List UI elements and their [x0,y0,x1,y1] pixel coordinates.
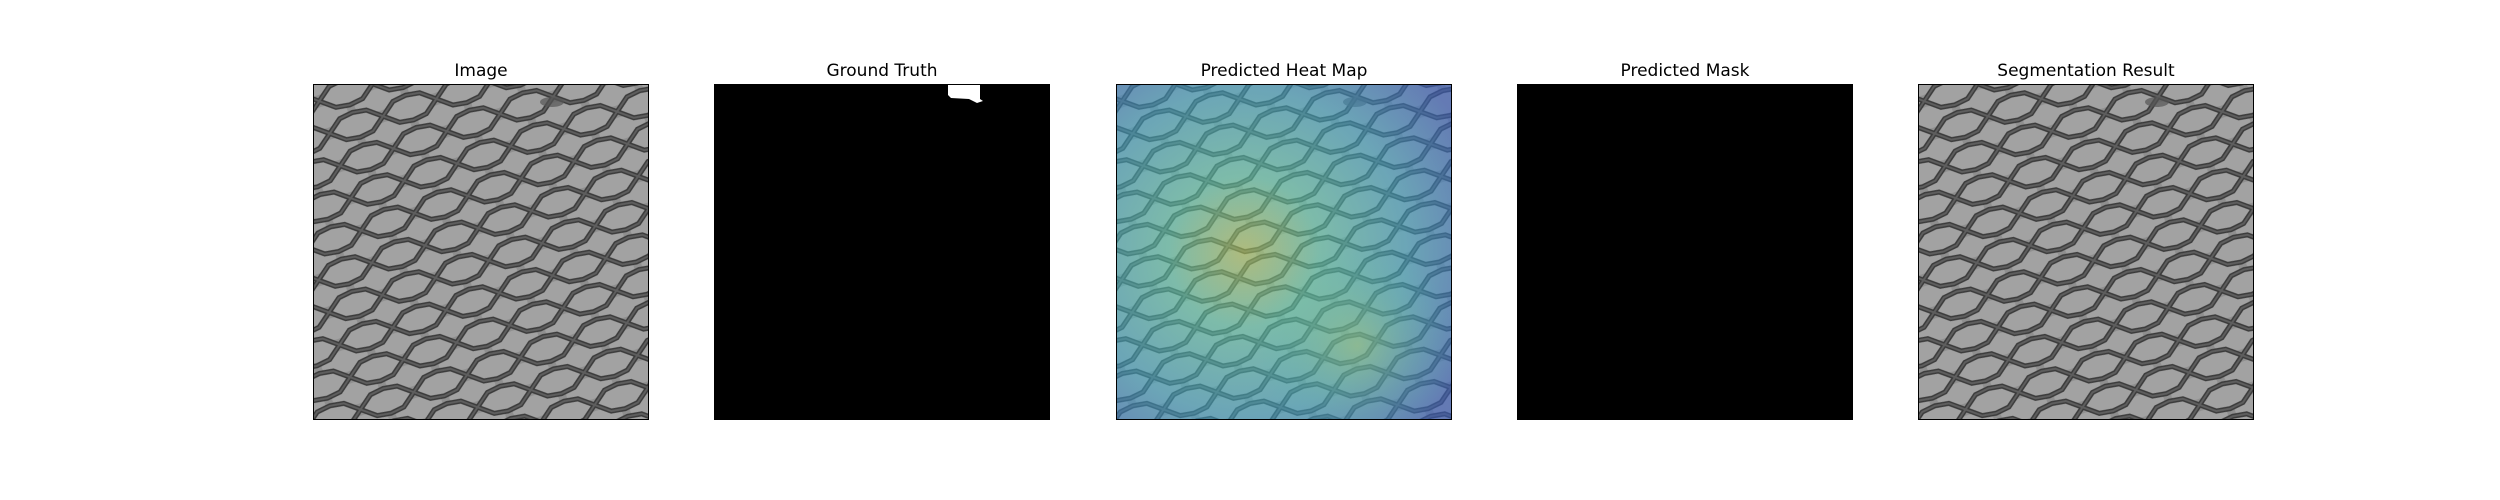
predicted-mask-frame [1517,84,1853,420]
heat-map-frame [1116,84,1452,420]
predicted-mask [1518,85,1852,419]
panel-image: Image [313,58,649,420]
panel-heat-map: Predicted Heat Map [1116,58,1452,420]
panel-title-ground-truth: Ground Truth [826,61,938,81]
panel-segmentation-result: Segmentation Result [1918,58,2254,420]
panel-title-segmentation-result: Segmentation Result [1997,61,2175,81]
segmentation-result-image [1919,85,2253,419]
ground-truth-mask [715,85,1049,419]
heat-map-image [1117,85,1451,419]
panel-ground-truth: Ground Truth [714,58,1050,420]
mesh-image [314,85,648,419]
panel-title-heat-map: Predicted Heat Map [1200,61,1368,81]
panel-title-image: Image [454,61,508,81]
ground-truth-frame [714,84,1050,420]
panel-title-predicted-mask: Predicted Mask [1620,61,1750,81]
segmentation-result-frame [1918,84,2254,420]
panel-predicted-mask: Predicted Mask [1517,58,1853,420]
image-frame [313,84,649,420]
defect-region [948,85,983,103]
